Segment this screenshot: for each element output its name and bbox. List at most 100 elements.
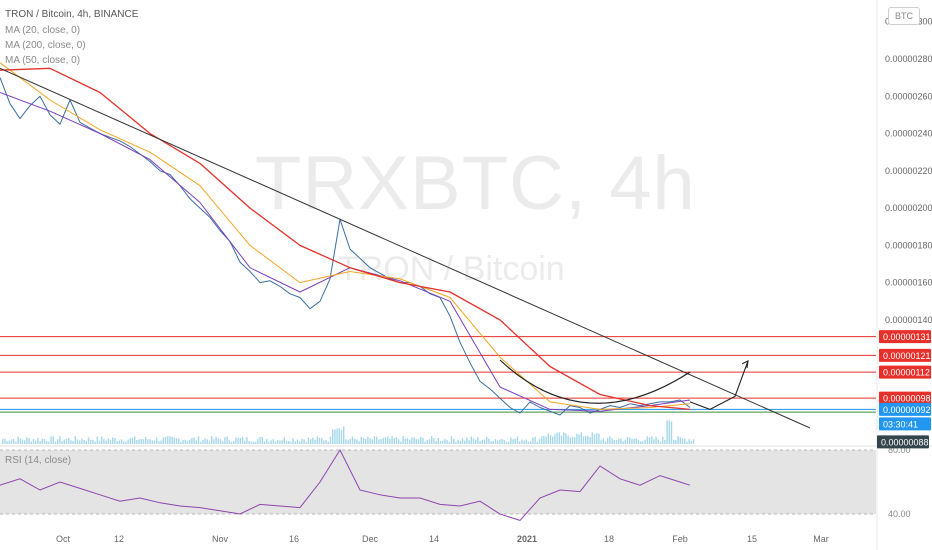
rsi-legend[interactable]: RSI (14, close) <box>5 455 72 466</box>
volume-bar <box>19 438 21 444</box>
volume-bar <box>692 439 695 444</box>
volume-bar <box>384 437 387 444</box>
x-tick-label: Oct <box>56 534 71 544</box>
volume-bar <box>391 436 393 444</box>
volume-bar <box>101 436 103 444</box>
volume-bar <box>239 438 241 444</box>
symbol-legend[interactable]: TRON / Bitcoin, 4h, BINANCE <box>5 9 139 20</box>
volume-bar <box>536 441 538 444</box>
volume-bar <box>186 440 189 444</box>
volume-bar <box>582 436 585 444</box>
volume-bar <box>43 439 46 444</box>
volume-bar <box>453 438 455 444</box>
volume-bar <box>393 438 395 444</box>
volume-bar <box>646 436 648 444</box>
volume-bar <box>450 436 453 444</box>
volume-bar <box>552 436 554 444</box>
ma50-legend[interactable]: MA (50, close, 0) <box>5 55 81 66</box>
volume-bar <box>565 433 567 444</box>
volume-bar <box>389 438 391 444</box>
rsi-pane: 80.00 40.00 <box>0 445 911 521</box>
volume-bar <box>633 438 635 444</box>
volume-bar <box>270 440 272 444</box>
series-line-0 <box>0 77 691 416</box>
y-tick-label: 0.00000260 <box>885 91 932 101</box>
price-label-box <box>879 330 931 344</box>
volume-bar <box>257 438 259 444</box>
volume-bar <box>422 437 424 444</box>
volume-bar <box>283 437 285 444</box>
volume-bar <box>200 441 202 444</box>
volume-bar <box>112 437 114 444</box>
volume-bar <box>651 436 653 444</box>
volume-bar <box>277 439 279 444</box>
volume-bar <box>180 441 182 444</box>
volume-bar <box>521 439 523 444</box>
y-tick-label: 0.00000220 <box>885 166 932 176</box>
volume-bar <box>349 438 351 444</box>
volume-bar <box>554 434 556 444</box>
volume-bar <box>332 429 334 444</box>
volume-bar <box>87 437 90 444</box>
volume-bar <box>369 437 371 444</box>
volume-bar <box>371 439 373 444</box>
watermark-ticker: TRXBTC, 4h <box>255 140 696 227</box>
volume-bar <box>545 436 547 444</box>
volume-bar <box>149 439 151 444</box>
ma20-legend[interactable]: MA (20, close, 0) <box>5 25 81 36</box>
volume-bar <box>114 438 116 444</box>
volume-bar <box>136 440 138 444</box>
volume-bar <box>41 438 43 444</box>
volume-bar <box>690 441 692 444</box>
volume-bar <box>437 437 439 444</box>
volume-bar <box>28 438 30 444</box>
volume-bar <box>514 438 516 444</box>
ma200-legend[interactable]: MA (200, close, 0) <box>5 40 86 51</box>
volume-bar <box>292 438 294 444</box>
volume-bar <box>94 441 96 444</box>
volume-bar <box>587 436 589 444</box>
volume-bar <box>296 439 299 444</box>
volume-bar <box>354 438 356 444</box>
volume-bar <box>567 435 569 444</box>
volume-bar <box>57 439 59 444</box>
x-tick-label: Mar <box>813 534 829 544</box>
volume-bar <box>402 436 404 444</box>
volume-bar <box>411 437 413 444</box>
volume-bar <box>127 439 129 444</box>
volume-bar <box>325 439 327 444</box>
volume-bar <box>596 433 598 444</box>
price-label-box <box>879 348 931 362</box>
volume-bar <box>470 436 472 444</box>
volume-bar <box>448 441 450 444</box>
volume-bar <box>459 440 461 444</box>
volume-bar <box>255 441 257 444</box>
annotations <box>0 67 811 429</box>
volume-bar <box>607 437 609 444</box>
volume-bar <box>543 435 545 444</box>
volume-bar <box>376 436 378 444</box>
volume-bar <box>525 439 527 444</box>
volume-bar <box>72 440 74 444</box>
volume-bar <box>624 439 626 444</box>
volume-bar <box>664 439 666 444</box>
x-tick-label: 14 <box>429 534 439 544</box>
volume-bar <box>472 438 475 444</box>
volume-bar <box>428 439 431 444</box>
volume-bar <box>272 439 274 444</box>
rsi-tick-label: 80.00 <box>888 445 911 455</box>
volume-bar <box>455 441 457 444</box>
volume-bar <box>635 438 637 444</box>
volume-bar <box>305 441 307 444</box>
volume-bar <box>307 437 310 444</box>
volume-bar <box>503 440 505 444</box>
currency-badge[interactable]: BTC <box>888 7 920 25</box>
volume-bar <box>250 441 252 444</box>
x-tick-label: Nov <box>212 534 229 544</box>
volume-bar <box>541 436 543 444</box>
volume-bar <box>13 438 15 444</box>
volume-bar <box>8 440 10 444</box>
volume-bar <box>598 433 600 444</box>
volume-bar <box>659 441 662 444</box>
